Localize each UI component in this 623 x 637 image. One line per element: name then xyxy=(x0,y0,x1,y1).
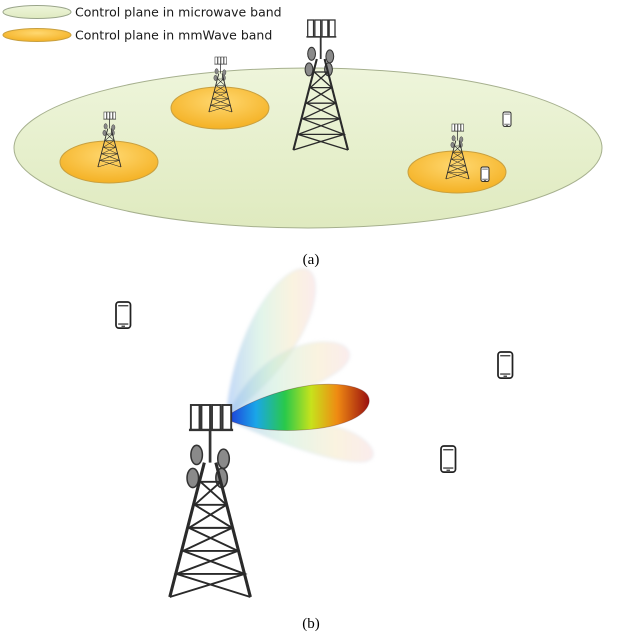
mobile-phone-icon xyxy=(115,301,132,329)
mobile-phone-icon xyxy=(480,166,490,182)
legend-label-microwave: Control plane in microwave band xyxy=(75,5,282,20)
legend-label-mmwave: Control plane in mmWave band xyxy=(75,28,272,43)
microwave-swatch xyxy=(2,5,72,19)
mobile-phone-icon xyxy=(502,111,512,127)
legend: Control plane in microwave band Control … xyxy=(2,5,282,43)
small-cell-left xyxy=(59,111,159,184)
small-cell-right xyxy=(407,123,507,194)
legend-item-mmwave: Control plane in mmWave band xyxy=(2,28,272,43)
mmwave-coverage-left xyxy=(59,140,159,184)
mobile-phone-icon xyxy=(440,445,457,473)
mmwave-coverage-right xyxy=(407,150,507,194)
mmwave-swatch xyxy=(2,28,72,42)
caption-b: (b) xyxy=(302,616,320,632)
base-station xyxy=(168,403,252,599)
caption-a: (a) xyxy=(303,252,320,268)
panel-a: (a) xyxy=(13,18,603,268)
legend-item-microwave: Control plane in microwave band xyxy=(2,5,282,20)
cell-tower-icon xyxy=(168,403,252,599)
panel-b: (b) xyxy=(115,268,514,632)
beam-side-lobes xyxy=(225,268,374,463)
beam-main-lobe xyxy=(223,383,370,431)
mobile-phone-icon xyxy=(497,351,514,379)
small-cell-middle xyxy=(170,56,270,130)
